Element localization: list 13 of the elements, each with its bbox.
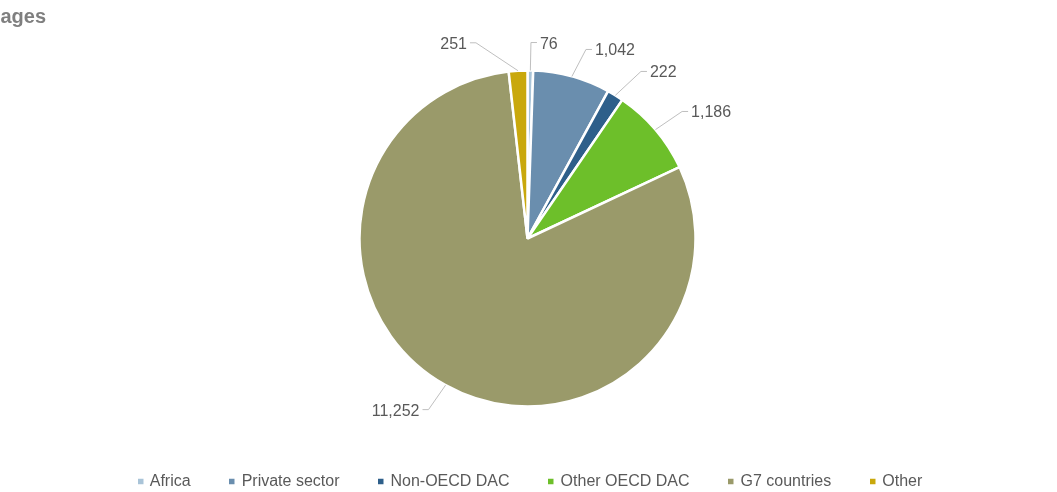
legend-label: G7 countries <box>740 472 832 490</box>
data-label: 251 <box>440 34 468 52</box>
data-label: 76 <box>539 34 558 52</box>
legend-label: Africa <box>149 472 191 490</box>
data-label: 11,252 <box>371 401 420 419</box>
legend-label: Non-OECD DAC <box>390 472 510 490</box>
data-label: 1,186 <box>691 103 732 121</box>
chart-title: ages <box>0 4 47 27</box>
data-label: 1,042 <box>594 41 636 59</box>
legend-label: Other <box>882 472 923 490</box>
data-label: 222 <box>649 63 677 81</box>
legend-label: Private sector <box>241 472 340 490</box>
legend-label: Other OECD DAC <box>560 472 690 490</box>
